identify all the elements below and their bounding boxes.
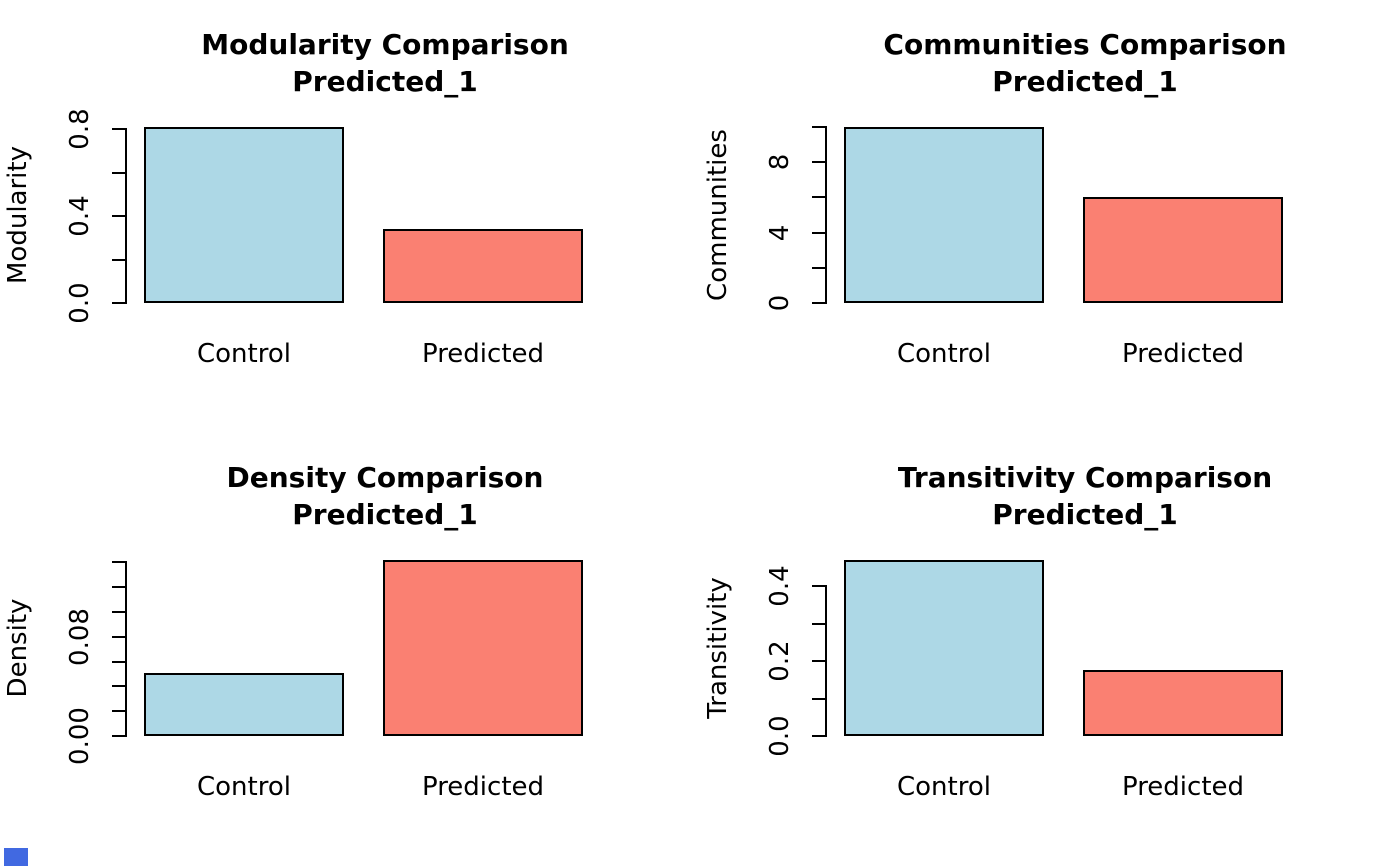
y-axis-tick [812,231,826,234]
x-category-label-control: Control [197,339,291,369]
y-axis-tick [812,660,826,663]
blue-square-artifact [4,848,28,866]
chart-title: Modularity Comparison [201,28,569,61]
bar-predicted [1083,670,1283,736]
chart-subtitle: Predicted_1 [992,65,1178,98]
y-axis-title: Density [3,598,33,698]
bar-control [144,127,344,303]
y-axis-tick [812,735,826,737]
y-axis-tick [112,561,126,564]
y-axis-tick [112,171,126,174]
y-axis-title: Transitivity [703,577,733,719]
y-axis-tick [112,735,126,737]
bar-control [844,127,1044,303]
x-category-label-predicted: Predicted [421,772,545,802]
y-tick-label: 8 [765,153,795,171]
chart-title: Transitivity Comparison [897,461,1273,494]
y-axis-tick [812,126,826,128]
panel-modularity: Modularity Comparison Predicted_1 Modula… [0,0,700,433]
x-category-label-predicted: Predicted [1121,339,1245,369]
y-axis-tick [112,710,126,713]
y-axis-tick [812,196,826,199]
bar-predicted [383,229,583,303]
y-axis-tick [812,585,826,588]
y-tick-label: 0.4 [765,565,795,607]
y-axis-tick [812,697,826,700]
y-axis-tick [112,611,126,614]
x-category-label-predicted: Predicted [421,339,545,369]
y-axis-tick [112,302,126,304]
bar-predicted [383,560,583,736]
y-tick-label: 0.0 [65,282,95,324]
y-axis-title: Modularity [3,146,33,284]
chart-subtitle: Predicted_1 [292,498,478,531]
bar-control [844,560,1044,736]
y-axis-tick [112,685,126,688]
chart-subtitle: Predicted_1 [992,498,1178,531]
x-category-label-predicted: Predicted [1121,772,1245,802]
y-tick-label: 0.8 [65,108,95,150]
x-category-label-control: Control [897,339,991,369]
y-axis-line [825,126,827,304]
chart-title: Density Comparison [226,461,544,494]
y-axis-title: Communities [703,129,733,301]
y-axis-line [825,585,827,737]
y-axis-tick [812,302,826,304]
y-tick-label: 0.00 [65,707,95,765]
y-tick-label: 0.4 [65,195,95,237]
bar-control [144,672,344,736]
y-axis-tick [112,258,126,261]
y-axis-tick [112,215,126,218]
y-axis-tick [112,635,126,638]
y-axis-tick [812,266,826,269]
y-axis-line [125,128,127,304]
y-axis-tick [812,161,826,164]
y-axis-tick [112,128,126,131]
panel-density: Density Comparison Predicted_1 Density C… [0,433,700,866]
y-axis-tick [112,586,126,589]
y-axis-line [125,561,127,737]
x-category-label-control: Control [197,772,291,802]
chart-subtitle: Predicted_1 [292,65,478,98]
panel-transitivity: Transitivity Comparison Predicted_1 Tran… [700,433,1400,866]
y-axis-tick [812,622,826,625]
panel-communities: Communities Comparison Predicted_1 Commu… [700,0,1400,433]
y-tick-label: 0.08 [65,607,95,666]
y-axis-tick [112,660,126,663]
chart-title: Communities Comparison [883,28,1287,61]
x-category-label-control: Control [897,772,991,802]
bar-predicted [1083,197,1283,303]
